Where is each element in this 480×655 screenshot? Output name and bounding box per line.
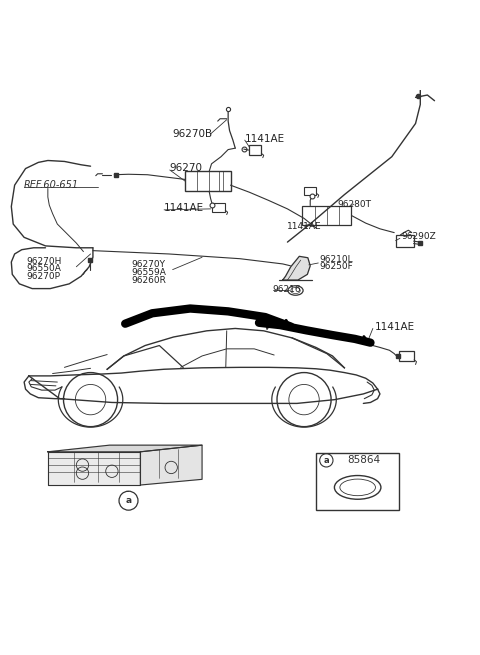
Bar <box>213 203 225 212</box>
Polygon shape <box>48 452 140 485</box>
Text: 96559A: 96559A <box>132 268 167 277</box>
Text: 1141AE: 1141AE <box>164 203 204 213</box>
Text: 1141AE: 1141AE <box>245 134 285 143</box>
Bar <box>301 206 351 225</box>
Polygon shape <box>140 445 202 485</box>
Text: 96270P: 96270P <box>26 272 60 281</box>
Bar <box>185 172 230 191</box>
Bar <box>249 145 261 155</box>
Text: 96210L: 96210L <box>320 255 353 264</box>
Text: a: a <box>125 496 132 505</box>
Polygon shape <box>283 256 310 280</box>
Text: 96216: 96216 <box>272 285 301 294</box>
Text: REF.60-651: REF.60-651 <box>24 180 79 190</box>
Text: 96270Y: 96270Y <box>132 261 166 269</box>
Bar <box>303 187 316 195</box>
Text: 96550A: 96550A <box>26 264 61 273</box>
Text: a: a <box>324 456 329 465</box>
Text: 96280T: 96280T <box>337 200 371 209</box>
Text: 96290Z: 96290Z <box>401 232 436 241</box>
Text: 96270: 96270 <box>170 163 203 173</box>
Bar <box>399 351 414 361</box>
Bar <box>316 453 399 510</box>
Text: 96270B: 96270B <box>173 129 213 139</box>
Text: 85864: 85864 <box>348 455 381 465</box>
Polygon shape <box>48 445 202 452</box>
Text: 1141AE: 1141AE <box>287 223 321 231</box>
Text: 96260R: 96260R <box>132 276 167 284</box>
Text: 96270H: 96270H <box>26 257 62 265</box>
Text: 96250F: 96250F <box>320 262 353 271</box>
Bar <box>396 235 414 247</box>
Text: 1141AE: 1141AE <box>375 322 415 331</box>
